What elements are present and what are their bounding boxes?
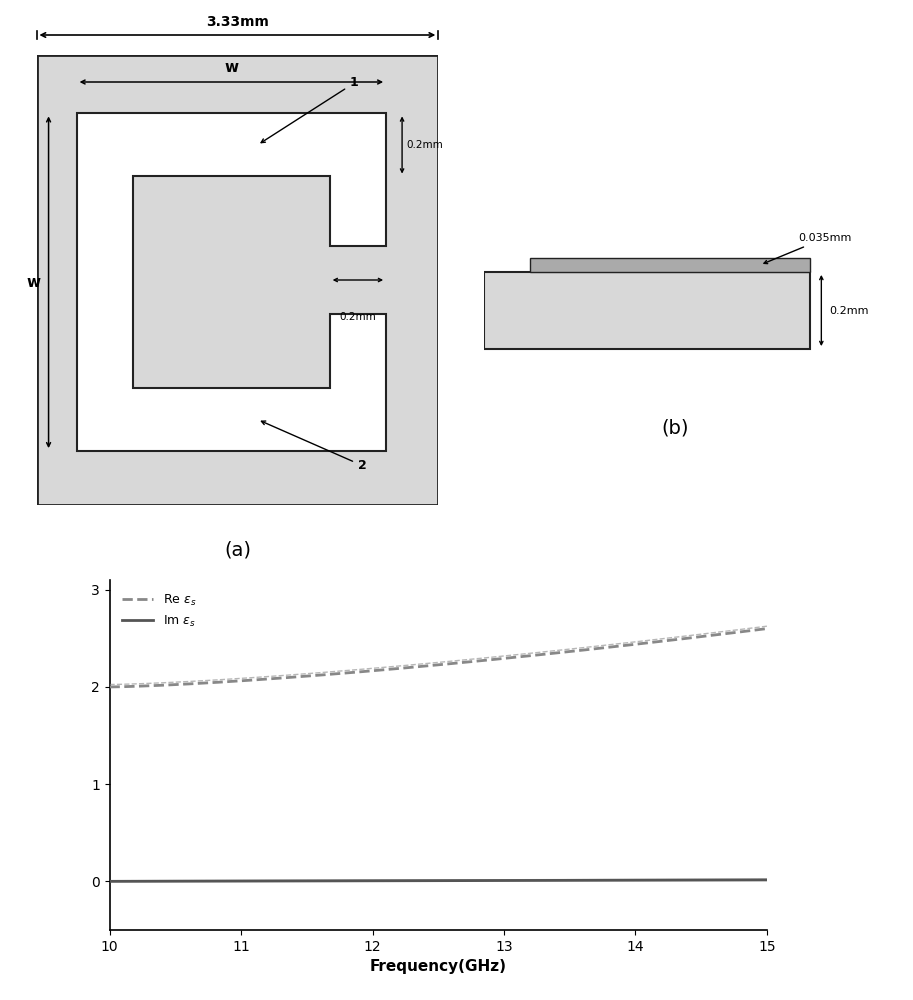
Re $\varepsilon_s$	[518, 650, 529, 662]
Text: (a): (a)	[224, 541, 251, 560]
Re $\varepsilon_s$	[184, 678, 194, 690]
Text: 1: 1	[261, 76, 359, 143]
Text: 3.33mm: 3.33mm	[206, 15, 268, 29]
Im $\varepsilon_s$	[184, 875, 194, 887]
Re $\varepsilon_s$	[582, 644, 593, 656]
Re $\varepsilon_s$	[319, 669, 330, 681]
Text: 0.2mm: 0.2mm	[829, 306, 868, 316]
Line: Re $\varepsilon_s$: Re $\varepsilon_s$	[110, 629, 767, 687]
Line: Im $\varepsilon_s$: Im $\varepsilon_s$	[110, 880, 767, 881]
Text: w: w	[225, 60, 238, 75]
Polygon shape	[77, 113, 386, 451]
Im $\varepsilon_s$	[104, 875, 115, 887]
Re $\varepsilon_s$	[364, 665, 375, 677]
Text: w: w	[26, 275, 40, 290]
Im $\varepsilon_s$	[364, 875, 375, 887]
X-axis label: Frequency(GHz): Frequency(GHz)	[370, 959, 507, 974]
Im $\varepsilon_s$	[582, 874, 593, 886]
Bar	[530, 258, 810, 272]
Im $\varepsilon_s$	[579, 874, 590, 886]
Text: 0.035mm: 0.035mm	[764, 233, 852, 264]
Im $\varepsilon_s$	[319, 875, 330, 887]
Legend: Re $\varepsilon_s$, Im $\varepsilon_s$: Re $\varepsilon_s$, Im $\varepsilon_s$	[116, 586, 203, 635]
Im $\varepsilon_s$	[761, 874, 772, 886]
Text: 2: 2	[261, 421, 367, 472]
Text: 0.2mm: 0.2mm	[340, 312, 376, 322]
Text: (b): (b)	[662, 419, 689, 438]
Re $\varepsilon_s$	[761, 623, 772, 635]
Text: 0.2mm: 0.2mm	[406, 140, 443, 150]
Re $\varepsilon_s$	[579, 644, 590, 656]
Re $\varepsilon_s$	[104, 681, 115, 693]
Bar	[484, 272, 810, 349]
Im $\varepsilon_s$	[518, 874, 529, 886]
